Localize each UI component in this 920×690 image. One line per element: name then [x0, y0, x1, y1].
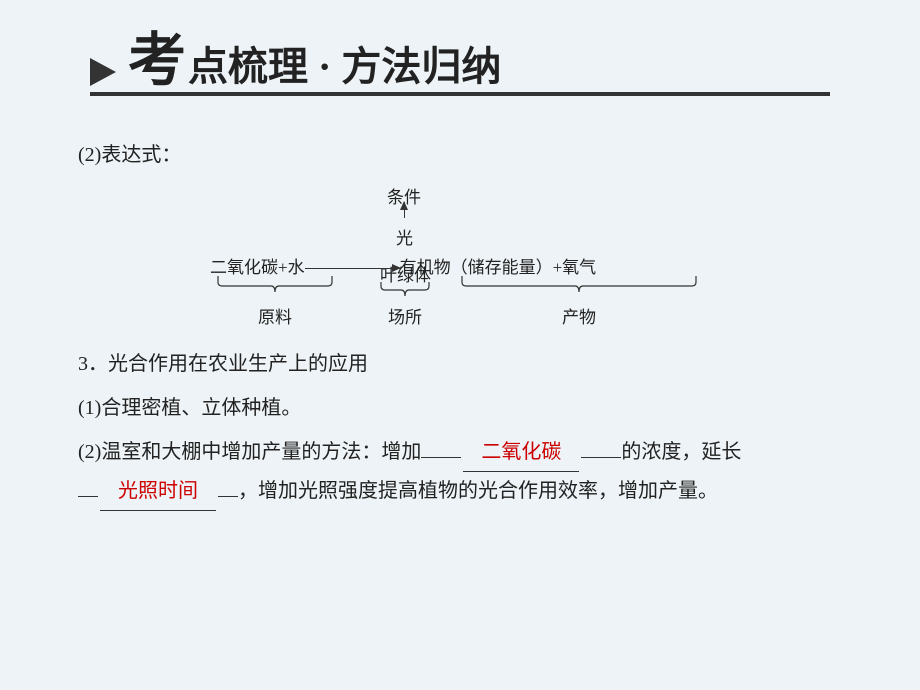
- p2-part-a: (2)温室和大棚中增加产量的方法：增加: [78, 441, 421, 463]
- expression-label: (2)表达式：: [78, 136, 842, 174]
- brace-product-icon: [460, 274, 698, 294]
- material-label: 原料: [258, 302, 292, 334]
- reaction-arrow-icon: [305, 268, 400, 269]
- header-rest: 点梳理 · 方法归纳: [188, 47, 501, 87]
- fill-answer-1: 二氧化碳: [463, 433, 579, 472]
- underline-pre-icon: [421, 457, 461, 458]
- section-3: 3．光合作用在农业生产上的应用 (1)合理密植、立体种植。 (2)温室和大棚中增…: [78, 345, 842, 511]
- header-big-char: 考: [128, 32, 186, 90]
- p2-part-b: 的浓度，延长: [621, 441, 741, 463]
- header-arrow-icon: [90, 58, 116, 86]
- underline-pre2-icon: [78, 496, 98, 497]
- section3-p2: (2)温室和大棚中增加产量的方法：增加 二氧化碳 的浓度，延长 光照时间 ，增加光照强…: [78, 433, 842, 511]
- brace-place-icon: [379, 280, 431, 298]
- up-arrow-icon: [404, 202, 405, 218]
- place-label: 场所: [388, 302, 422, 334]
- underline-post2-icon: [218, 496, 238, 497]
- fill-answer-2: 光照时间: [100, 472, 216, 511]
- brace-reactant-icon: [216, 274, 334, 294]
- photosynthesis-diagram: 条件 光 叶绿体 二氧化碳+水 有机物（储存能量）+氧气 原料 场所 产物: [210, 182, 710, 327]
- section3-p1: (1)合理密植、立体种植。: [78, 389, 842, 427]
- light-text: 光: [396, 223, 413, 255]
- page-header: 考 点梳理 · 方法归纳: [90, 32, 830, 96]
- product-label: 产物: [562, 302, 596, 334]
- p2-part-c: ，增加光照强度提高植物的光合作用效率，增加产量。: [238, 480, 718, 502]
- underline-post-icon: [581, 457, 621, 458]
- header-title: 考 点梳理 · 方法归纳: [128, 32, 501, 90]
- section3-title: 3．光合作用在农业生产上的应用: [78, 345, 842, 383]
- content-area: (2)表达式： 条件 光 叶绿体 二氧化碳+水 有机物（储存能量）+氧气 原料 …: [78, 130, 842, 511]
